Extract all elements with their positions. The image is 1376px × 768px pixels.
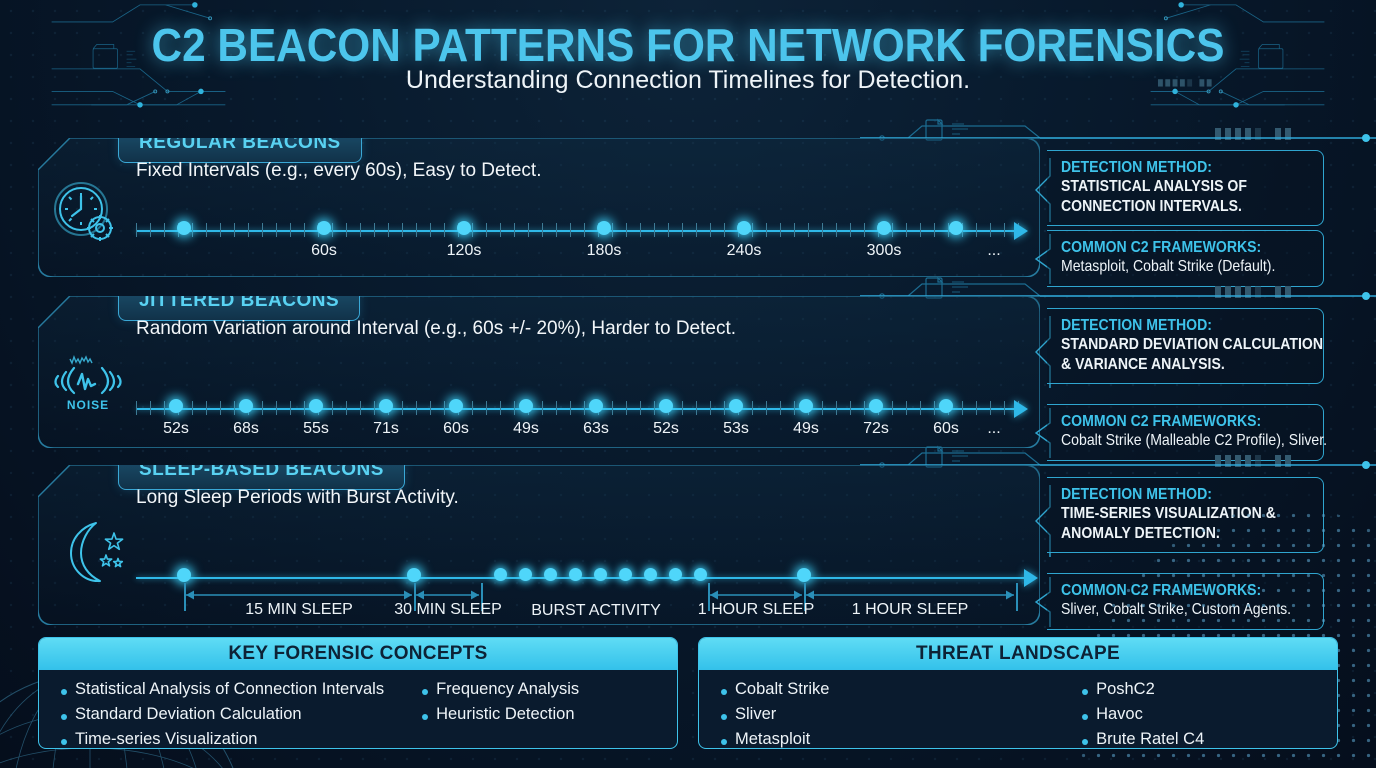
svg-text:NOISE: NOISE bbox=[67, 398, 109, 412]
